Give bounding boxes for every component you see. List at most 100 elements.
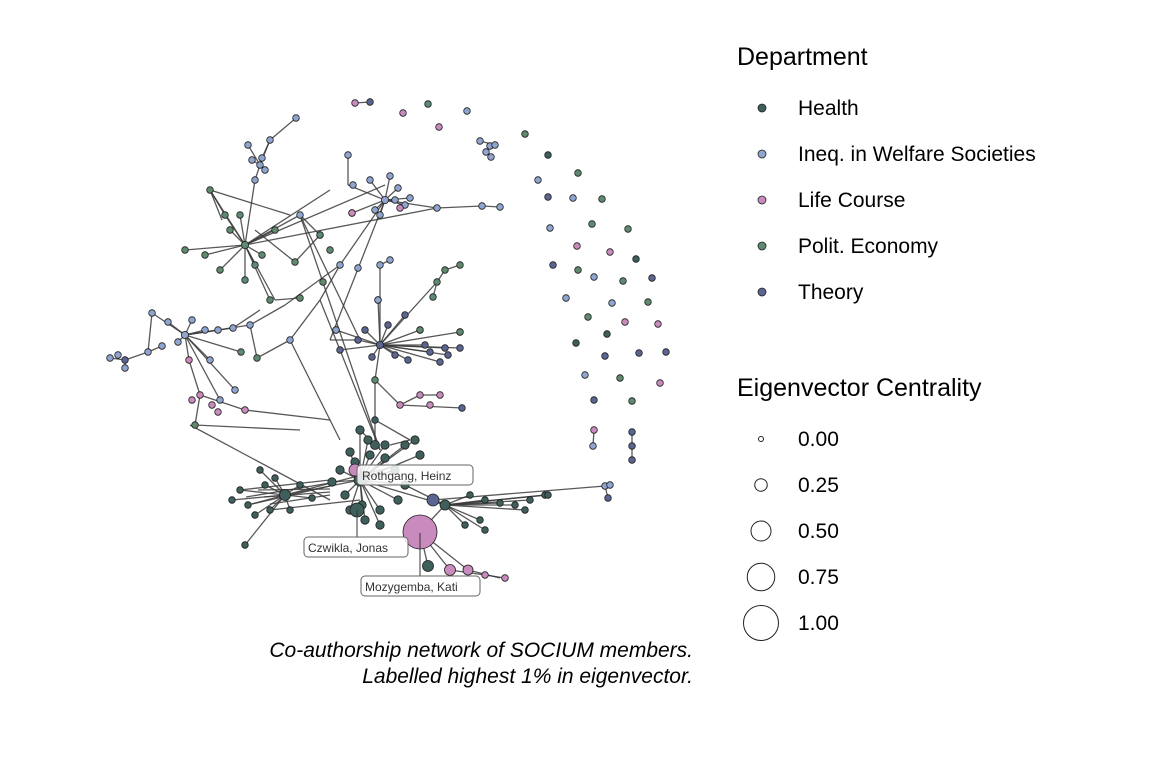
network-node [256,161,264,169]
network-node [562,294,570,302]
network-edge [204,244,246,256]
network-edges [109,101,633,579]
network-node [569,194,577,202]
label-czwikla: Czwikla, Jonas [303,510,409,558]
network-node [481,526,489,534]
network-edge [436,205,483,209]
label-rothgang-text: Rothgang, Heinz [362,469,451,483]
network-edge [184,334,190,361]
network-edge [209,189,226,216]
network-node [327,477,337,487]
network-node [188,396,196,404]
network-node [241,276,249,284]
network-node [598,195,606,203]
network-node [601,352,609,360]
network-edge [184,334,221,401]
legend-centrality-label: 0.25 [798,474,839,497]
network-node [114,351,122,359]
network-node [628,397,636,405]
legend-centrality: Eigenvector Centrality 0.00 0.25 0.50 0.75 1… [737,374,982,641]
network-node [588,220,596,228]
network-edge [188,359,201,396]
network-edge [384,175,391,201]
network-node [662,348,670,356]
network-node [344,151,352,159]
network-edge [339,344,381,351]
network-edge [359,479,366,521]
network-edge [244,189,331,246]
network-node [371,206,379,214]
network-node [266,506,274,514]
network-node [496,499,504,507]
network-edge [239,214,246,246]
network-node [231,386,239,394]
network-edge [244,244,276,301]
network-node [444,564,456,576]
network-edge [256,339,291,359]
network-node [106,354,114,362]
network-node [363,435,373,445]
network-node [426,348,434,356]
network-node [456,344,464,352]
network-node [526,496,534,504]
network-node [251,176,259,184]
network-node [416,391,424,399]
network-node [391,196,399,204]
network-node [196,391,204,399]
label-mozygemba-text: Mozygemba, Kati [365,580,458,594]
network-node [476,516,484,524]
network-edge [289,299,321,341]
network-node [191,421,199,429]
legend-centrality-label: 1.00 [798,612,839,635]
network-node [439,499,451,511]
network-node [501,574,509,582]
legend-dept-label: Life Course [798,189,905,212]
network-node [606,248,614,256]
network-node [228,496,236,504]
label-czwikla-text: Czwikla, Jonas [308,541,388,555]
network-node [271,226,279,234]
network-node [436,391,444,399]
network-edge [124,351,149,361]
network-edge [379,344,431,353]
network-node [656,379,664,387]
network-node [271,474,279,482]
network-node [375,505,385,515]
network-node [396,401,404,409]
network-node [456,261,464,269]
network-edge [359,479,381,526]
network-node [221,211,229,219]
network-node [544,151,552,159]
network-node [237,348,245,356]
network-node [421,341,429,349]
legend-dept-swatch [757,149,767,159]
network-node [648,274,656,282]
network-edge [432,485,606,501]
network-node [399,109,407,117]
network-node [590,426,598,434]
network-edge [374,419,411,441]
legend-dept-label: Ineq. in Welfare Societies [798,143,1036,166]
network-node [581,371,589,379]
network-node [296,294,304,302]
legend-department-title: Department [737,43,868,71]
network-edge [247,144,261,166]
network-node [456,328,464,336]
network-edge [232,309,261,329]
network-node [429,293,437,301]
network-node [366,98,374,106]
network-edge [319,264,341,301]
network-edge [289,339,341,441]
network-edge [244,409,331,421]
network-node [261,481,269,489]
network-node [384,321,392,329]
network-node [216,266,224,274]
network-edge [444,504,481,521]
network-node [279,489,291,501]
network-node [296,211,304,219]
legend-dept-label: Polit. Economy [798,235,939,258]
network-node [544,193,552,201]
network-node [214,408,222,416]
network-node [433,278,441,286]
network-node [584,313,592,321]
